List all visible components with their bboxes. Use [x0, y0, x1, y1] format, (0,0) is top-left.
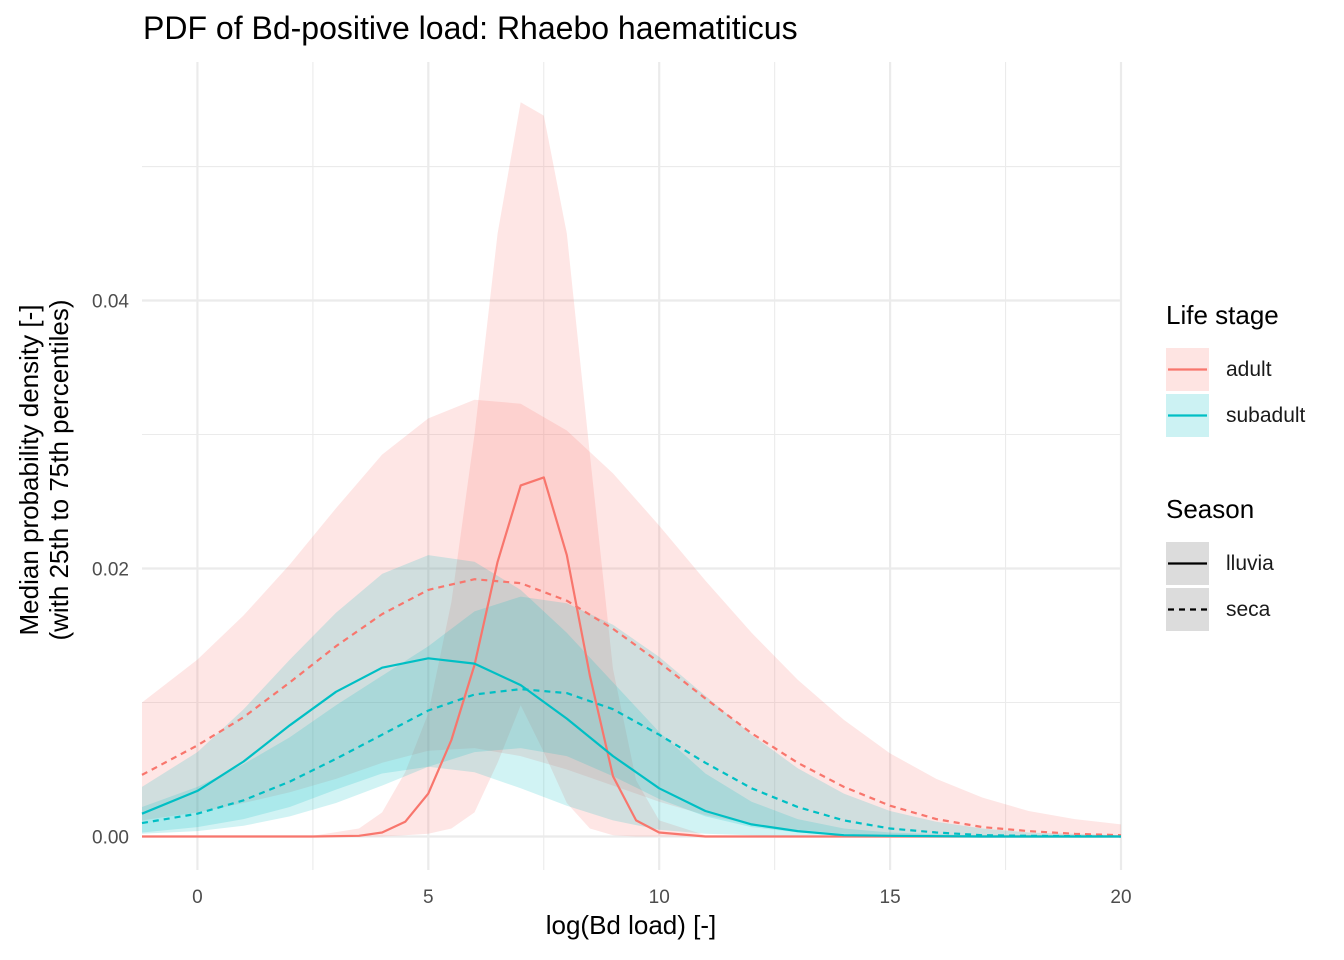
x-tick-label: 20 [1110, 887, 1131, 908]
lines [141, 476, 1122, 838]
x-tick-labels: 0 5 10 15 20 [192, 887, 1131, 908]
y-tick-label: 0.02 [92, 560, 129, 581]
legend-label-adult: adult [1226, 358, 1272, 381]
x-tick-label: 15 [880, 887, 901, 908]
legend-label-lluvia: lluvia [1226, 552, 1274, 575]
y-axis-label-line2: (with 25th to 75th percentiles) [44, 299, 74, 641]
line-adult-lluvia [142, 476, 1121, 838]
line-subadult-seca [141, 687, 1122, 838]
chart-title: PDF of Bd-positive load: Rhaebo haematit… [143, 10, 798, 46]
line-subadult-lluvia [141, 657, 1121, 838]
legend-key-lluvia [1166, 542, 1209, 585]
x-tick-label: 10 [649, 887, 670, 908]
x-tick-label: 0 [192, 887, 203, 908]
line-adult-seca [141, 578, 1122, 837]
legend-season-title: Season [1166, 494, 1255, 524]
legend-label-seca: seca [1226, 598, 1271, 621]
ribbon-subadult-seca [142, 596, 1121, 837]
ribbon-adult-seca [142, 399, 1121, 837]
legend-key-seca [1166, 588, 1209, 631]
legend-key-subadult [1166, 394, 1209, 437]
legend-life-stage: Life stage adult subadult [1166, 300, 1305, 437]
x-axis-label: log(Bd load) [-] [545, 910, 717, 940]
ribbon-subadult-lluvia [142, 555, 1121, 837]
legend-season: Season lluvia seca [1166, 494, 1274, 631]
legend-life-stage-title: Life stage [1166, 300, 1279, 330]
legend-key-adult [1166, 348, 1209, 391]
y-tick-label: 0.04 [92, 292, 129, 313]
ribbons [142, 102, 1121, 837]
y-axis-label-line1: Median probability density [-] [14, 304, 44, 636]
y-tick-labels: 0.00 0.02 0.04 [92, 292, 129, 849]
y-tick-label: 0.00 [92, 828, 129, 849]
legend-label-subadult: subadult [1226, 404, 1306, 427]
x-tick-label: 5 [423, 887, 434, 908]
